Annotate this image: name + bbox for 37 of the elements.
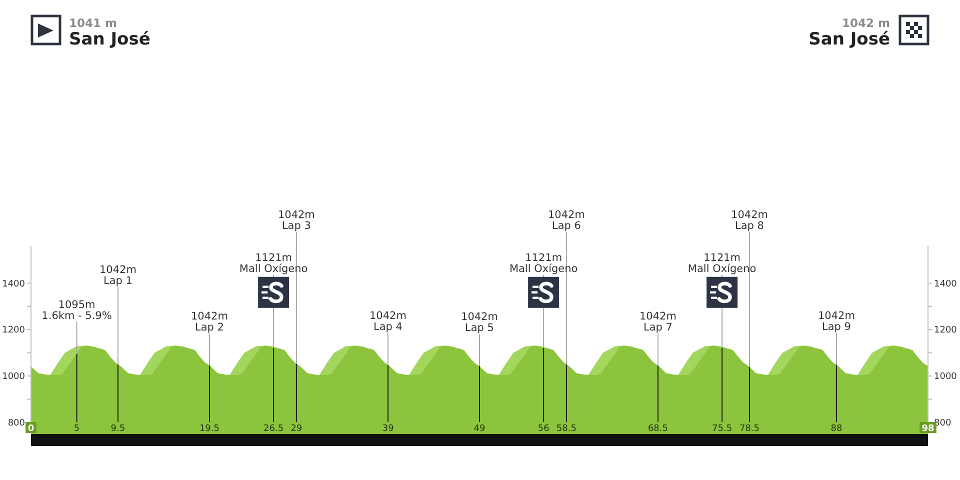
x-tick-label: 56 bbox=[538, 424, 550, 434]
x-tick-label: 19.5 bbox=[199, 424, 220, 434]
annotation: 1121m Mall Oxígeno bbox=[239, 252, 308, 275]
ref-line-label: 1042m Lap 4 bbox=[369, 310, 406, 333]
ref-line-label: 1042m Lap 8 bbox=[731, 209, 768, 232]
y-tick-label: 1400 bbox=[2, 279, 26, 290]
ref-line-label: 1042m Lap 1 bbox=[99, 264, 136, 287]
text: San José bbox=[808, 30, 890, 50]
x-tick-label: 68.5 bbox=[648, 424, 668, 434]
ref-line-label: 1042m Lap 6 bbox=[548, 209, 585, 232]
x-tick-label: 5 bbox=[74, 424, 80, 434]
y-tick-label: 800 bbox=[8, 418, 26, 429]
annotation: 1121m Mall Oxígeno bbox=[688, 252, 756, 275]
ref-line-label: 1042m Lap 3 bbox=[278, 209, 315, 232]
ref-line-label: 1042m Lap 7 bbox=[640, 310, 676, 334]
y-tick-label: 1000 bbox=[2, 372, 26, 382]
x-tick-label: 39 bbox=[382, 424, 394, 434]
text: 1041 m bbox=[69, 16, 118, 30]
ref-line-label: 1042m Lap 9 bbox=[818, 310, 855, 333]
x-tick-label: 75.5 bbox=[712, 424, 732, 434]
y2-tick-label: 1400 bbox=[934, 279, 958, 290]
ref-line-label: 1042m Lap 2 bbox=[191, 310, 228, 334]
x-tick-label: 78.5 bbox=[739, 424, 760, 434]
x-tick-label: 29 bbox=[290, 424, 302, 434]
y2-tick-label: 1200 bbox=[934, 326, 958, 336]
annotation: 1121m Mall Oxígeno bbox=[509, 252, 578, 275]
x-tick-label: 88 bbox=[830, 424, 842, 434]
x-tick-label: 49 bbox=[474, 424, 486, 434]
ref-line-label: 1042m Lap 5 bbox=[461, 311, 498, 334]
ref-line-label: 1095m 1.6km - 5.9% bbox=[42, 298, 112, 322]
text: 1042 m bbox=[842, 16, 890, 30]
x-tick-label: 58.5 bbox=[556, 424, 576, 434]
y-tick-label: 1200 bbox=[2, 326, 26, 336]
y2-tick-label: 1000 bbox=[934, 372, 958, 382]
x-tick-label: 26.5 bbox=[264, 424, 284, 434]
text: San José bbox=[69, 30, 150, 50]
x-tick-label: 9.5 bbox=[110, 424, 126, 434]
